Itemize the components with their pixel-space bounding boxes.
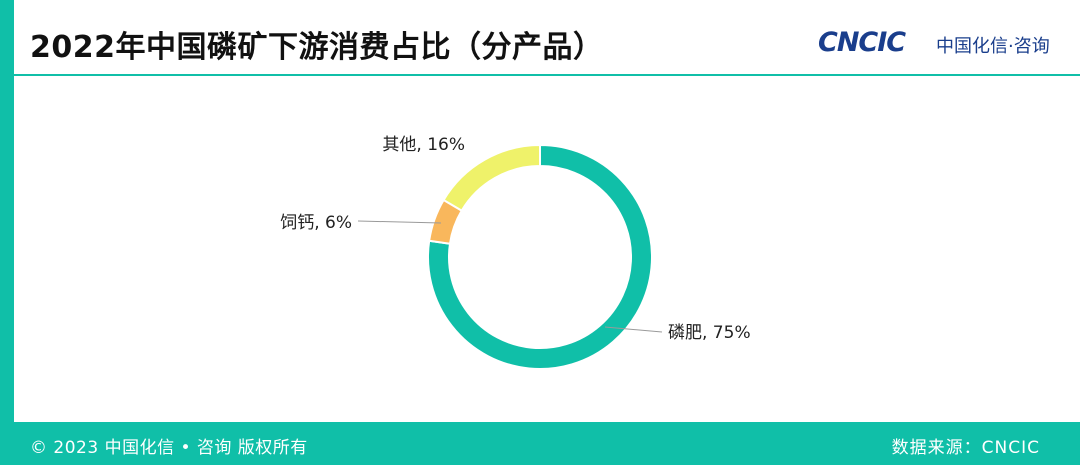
logo-cn-text: 中国化信·咨询 <box>936 36 1050 57</box>
donut-slices <box>427 143 653 370</box>
title-divider <box>14 74 1080 76</box>
copyright-text: © 2023 中国化信 • 咨询 版权所有 <box>30 438 308 458</box>
logo-text: CNCIC <box>818 27 906 58</box>
slice-3 <box>442 143 541 213</box>
leader-line-1 <box>604 326 663 333</box>
cncic-logo: CNCIC 中国化信·咨询 <box>818 24 1058 68</box>
slice-label-1: 磷肥, 75% <box>668 323 751 343</box>
footer-bar: © 2023 中国化信 • 咨询 版权所有 数据来源：CNCIC <box>0 422 1080 465</box>
slice-labels: 磷肥, 75% 饲钙, 6% 其他, 16% <box>280 135 750 343</box>
slice-label-3: 其他, 16% <box>382 135 465 155</box>
leader-line-2 <box>357 220 442 224</box>
page-title: 2022年中国磷矿下游消费占比（分产品） <box>30 30 604 65</box>
slice-label-2: 饲钙, 6% <box>280 213 352 233</box>
donut-chart: 磷肥, 75% 饲钙, 6% 其他, 16% <box>280 135 751 370</box>
slice-1 <box>427 143 653 370</box>
source-text: 数据来源：CNCIC <box>891 438 1040 458</box>
